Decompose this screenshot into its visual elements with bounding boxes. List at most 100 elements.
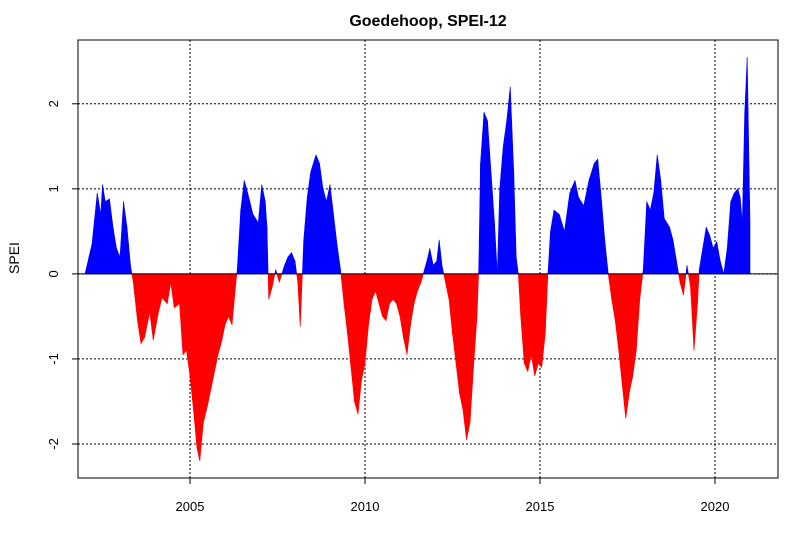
negative-area-segment — [389, 273, 394, 305]
positive-area-segment — [306, 171, 312, 275]
negative-area-segment — [224, 273, 229, 326]
negative-area-segment — [217, 273, 222, 355]
negative-area-segment — [410, 273, 415, 325]
positive-area-segment — [494, 222, 498, 275]
plot-frame — [77, 39, 779, 479]
positive-area-segment — [499, 146, 504, 275]
negative-area-segment — [382, 273, 387, 322]
negative-area-segment — [618, 273, 623, 385]
negative-area-segment — [140, 273, 145, 345]
negative-area-segment — [683, 273, 687, 296]
negative-area-segment — [189, 273, 194, 410]
negative-area-segment — [186, 273, 191, 376]
negative-area-segment — [625, 273, 630, 419]
negative-area-segment — [517, 273, 522, 317]
positive-area-segment — [737, 188, 741, 275]
positive-area-segment — [744, 56, 748, 275]
negative-area-segment — [413, 273, 418, 304]
negative-area-segment — [385, 273, 390, 321]
negative-area-segment — [193, 273, 198, 449]
positive-area-segment — [126, 227, 131, 275]
negative-area-segment — [639, 273, 644, 300]
negative-area-segment — [271, 273, 276, 287]
positive-area-segment — [698, 248, 704, 275]
negative-area-segment — [299, 273, 303, 327]
positive-area-segment — [676, 261, 679, 275]
positive-area-segment — [236, 210, 242, 275]
y-tick-label: 0 — [46, 270, 61, 277]
positive-area-segment — [506, 86, 511, 275]
positive-area-segment — [91, 193, 98, 275]
positive-area-segment — [733, 187, 739, 275]
negative-area-segment — [368, 273, 373, 325]
negative-area-segment — [417, 273, 422, 292]
negative-area-segment — [133, 273, 138, 321]
positive-area-segment — [429, 248, 434, 275]
positive-area-segment — [597, 159, 602, 275]
positive-area-segment — [726, 201, 732, 275]
negative-area-segment — [527, 273, 532, 372]
negative-area-segment — [452, 273, 457, 364]
positive-area-segment — [487, 120, 492, 275]
positive-area-segment — [480, 112, 485, 275]
negative-area-segment — [199, 273, 204, 462]
positive-area-segment — [275, 269, 278, 275]
positive-area-segment — [291, 252, 296, 275]
positive-area-segment — [564, 193, 571, 275]
negative-area-segment — [343, 273, 348, 334]
negative-area-segment — [455, 273, 460, 393]
negative-area-segment — [399, 273, 404, 338]
negative-area-segment — [448, 273, 453, 334]
positive-area-segment — [646, 201, 651, 275]
positive-area-segment — [243, 180, 249, 275]
negative-area-segment — [210, 273, 215, 389]
positive-area-segment — [593, 158, 599, 275]
positive-area-segment — [660, 180, 665, 275]
positive-area-segment — [604, 239, 609, 275]
y-tick-label: -2 — [46, 438, 61, 450]
negative-area-segment — [392, 273, 397, 305]
positive-area-segment — [287, 251, 292, 275]
positive-area-segment — [119, 201, 124, 275]
positive-area-segment — [252, 213, 259, 275]
negative-area-segment — [375, 273, 380, 304]
negative-area-segment — [541, 273, 546, 368]
negative-area-segment — [276, 273, 280, 283]
positive-area-segment — [642, 201, 648, 275]
positive-area-segment — [600, 197, 606, 275]
negative-area-segment — [621, 273, 627, 419]
negative-area-segment — [693, 273, 698, 351]
negative-area-segment — [445, 273, 450, 300]
negative-area-segment — [137, 273, 142, 344]
negative-area-segment — [207, 273, 212, 406]
positive-area-segment — [303, 197, 308, 275]
negative-area-segment — [347, 273, 352, 368]
negative-area-segment — [268, 273, 273, 300]
positive-area-segment — [550, 210, 555, 275]
y-tick-label: -1 — [46, 353, 61, 365]
positive-area-segment — [281, 265, 285, 275]
positive-area-segment — [240, 180, 245, 275]
negative-area-segment — [537, 273, 543, 369]
positive-area-segment — [329, 184, 334, 275]
negative-area-segment — [614, 273, 620, 351]
positive-area-segment — [653, 154, 658, 275]
spei-series — [84, 56, 751, 462]
negative-area-segment — [607, 273, 613, 300]
positive-area-segment — [123, 201, 128, 275]
positive-area-segment — [84, 244, 93, 275]
positive-area-segment — [583, 180, 590, 275]
positive-area-segment — [509, 86, 515, 275]
positive-area-segment — [547, 231, 551, 275]
negative-area-segment — [466, 273, 471, 440]
y-tick-label: 2 — [46, 100, 61, 107]
negative-area-segment — [690, 273, 695, 351]
positive-area-segment — [502, 120, 508, 275]
negative-area-segment — [530, 273, 536, 376]
positive-area-segment — [102, 184, 106, 275]
positive-area-segment — [723, 248, 728, 275]
negative-area-segment — [406, 273, 411, 355]
positive-area-segment — [746, 57, 751, 275]
negative-area-segment — [228, 273, 233, 326]
